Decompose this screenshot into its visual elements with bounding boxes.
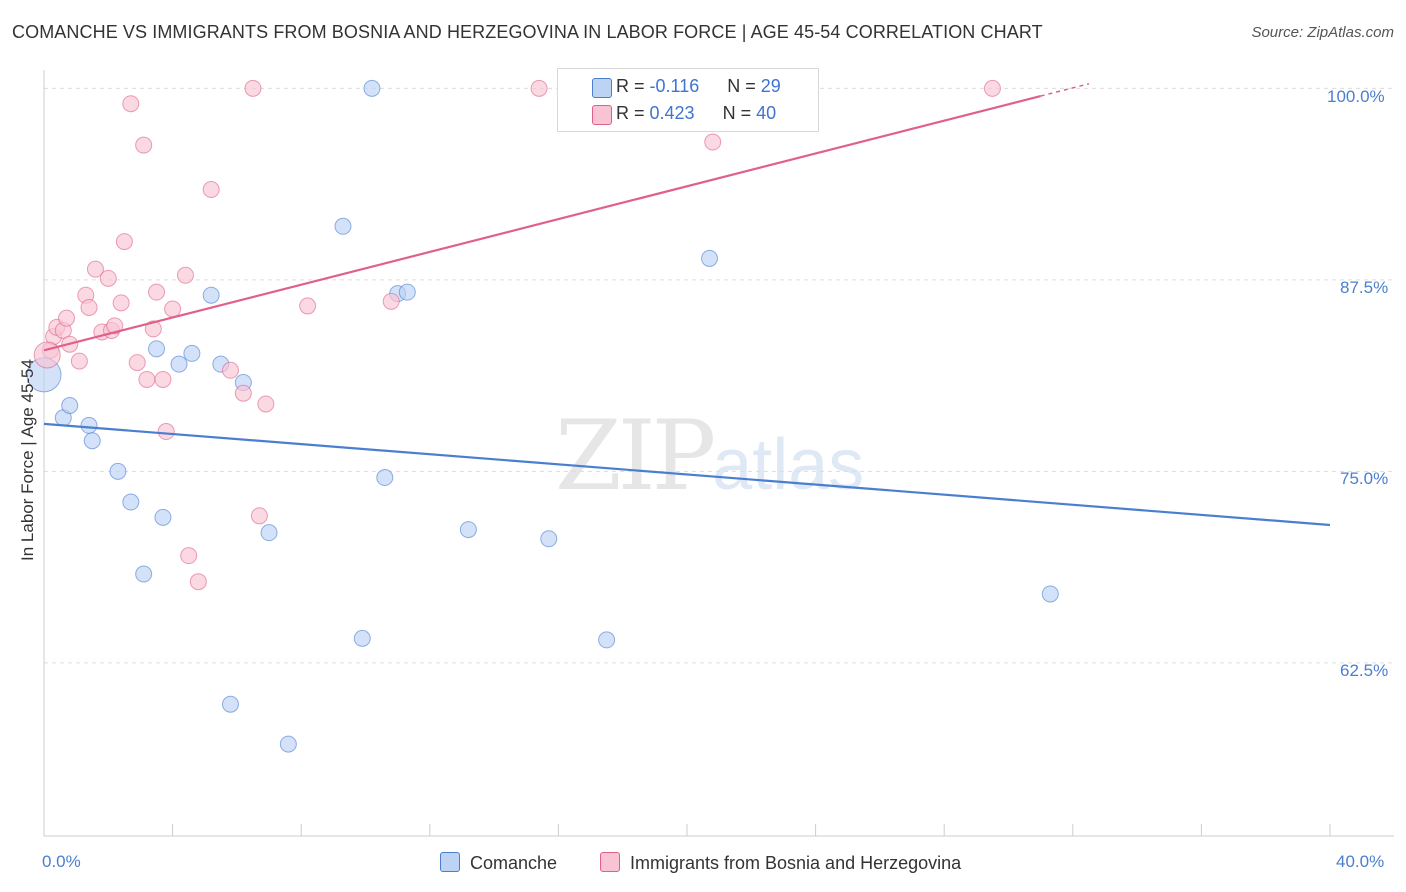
comanche-trend-line [43,422,1331,527]
legend-row-bosnia: R = 0.423 N = 40 [592,103,777,127]
x-tick-label-max: 40.0% [1336,852,1385,871]
chart-title: COMANCHE VS IMMIGRANTS FROM BOSNIA AND H… [12,22,1043,42]
bosnia-point [250,507,268,525]
bosnia-point [148,283,166,301]
legend-r-value-comanche: -0.116 [649,76,700,96]
y-tick-label-100: 100.0% [1327,87,1385,106]
bosnia-point [112,294,130,312]
bosnia-point [234,384,252,402]
comanche-point [701,249,719,267]
legend-n-label: N = [722,103,757,123]
watermark: ZIPatlas [555,400,864,512]
bosnia-point [144,320,162,338]
comanche-point [376,469,394,487]
bosnia-point [138,370,156,388]
comanche-point [221,695,239,713]
comanche-point [170,355,188,373]
comanche-point [122,493,140,511]
bosnia-trend-line-extension [1040,83,1090,97]
bosnia-trend-line [43,94,1041,352]
comanche-point [260,524,278,542]
comanche-point [61,397,79,415]
source-label: Source: ZipAtlas.com [1251,24,1394,41]
comanche-point [279,735,297,753]
x-tick-label-min: 0.0% [42,852,81,871]
bosnia-point [530,79,548,97]
bosnia-point [86,260,104,278]
bosnia-point [244,79,262,97]
bottom-legend-comanche: Comanche [440,852,557,874]
bosnia-point [164,300,182,318]
comanche-point [148,340,166,358]
y-tick-label-87-5: 87.5% [1340,278,1389,297]
legend-n-value-bosnia: 40 [756,103,777,123]
bosnia-point [115,233,133,251]
bosnia-point [180,547,198,565]
comanche-point [202,286,220,304]
bottom-legend-swatch-comanche [440,852,460,872]
y-tick-label-62-5: 62.5% [1340,661,1389,680]
bosnia-point [135,136,153,154]
comanche-point [183,344,201,362]
bosnia-point [33,341,61,369]
bosnia-point [157,423,175,441]
bosnia-point [58,309,76,327]
comanche-point [459,521,477,539]
legend-r-label: R = [616,76,650,96]
legend-r-label: R = [616,103,650,123]
comanche-point [398,283,416,301]
bosnia-point [221,361,239,379]
bosnia-point [122,95,140,113]
bosnia-point [257,395,275,413]
bosnia-point [154,370,172,388]
legend-n-value-comanche: 29 [760,76,781,96]
comanche-point [363,79,381,97]
comanche-point [154,508,172,526]
bosnia-point [983,79,1001,97]
bottom-legend-bosnia: Immigrants from Bosnia and Herzegovina [600,852,961,874]
bottom-legend-label-comanche: Comanche [470,853,558,873]
bosnia-point [80,298,98,316]
comanche-point [80,416,98,434]
bosnia-point [99,269,117,287]
legend-swatch-bosnia [592,105,612,125]
correlation-legend: R = -0.116 N = 29 R = 0.423 N = 40 [557,68,819,132]
bosnia-point [382,292,400,310]
watermark-zip: ZIP [555,400,716,512]
bosnia-point [202,180,220,198]
bosnia-point [704,133,722,151]
comanche-point [135,565,153,583]
bottom-legend-swatch-bosnia [600,852,620,872]
legend-row-comanche: R = -0.116 N = 29 [592,76,781,100]
comanche-point [1041,585,1059,603]
y-tick-label-75: 75.0% [1340,469,1389,488]
legend-n-label: N = [727,76,761,96]
bosnia-point [299,297,317,315]
comanche-point [353,629,371,647]
legend-swatch-comanche [592,78,612,98]
comanche-point [598,631,616,649]
bosnia-point [189,573,207,591]
bosnia-point [176,266,194,284]
bosnia-point [106,317,124,335]
bosnia-point [70,352,88,370]
comanche-point [83,432,101,450]
legend-r-value-bosnia: 0.423 [649,103,695,123]
y-axis-label: In Labor Force | Age 45-54 [18,359,37,561]
bosnia-point [128,354,146,372]
watermark-atlas: atlas [712,425,865,505]
bottom-legend-label-bosnia: Immigrants from Bosnia and Herzegovina [630,853,962,873]
comanche-point [540,530,558,548]
comanche-point [109,462,127,480]
comanche-point [334,217,352,235]
